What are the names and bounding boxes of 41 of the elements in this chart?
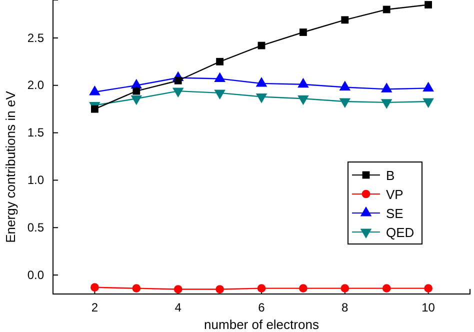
- point: [382, 284, 391, 292]
- point: [132, 284, 141, 292]
- point: [340, 284, 350, 292]
- point: [380, 82, 392, 92]
- point: [424, 1, 432, 8]
- x-tick-label: 10: [422, 300, 436, 315]
- point: [214, 72, 226, 82]
- point: [174, 76, 182, 84]
- point: [424, 284, 432, 292]
- point: [89, 85, 100, 96]
- y-tick-label: 1.5: [27, 126, 44, 140]
- legend-label: VP: [386, 187, 404, 202]
- point: [90, 105, 98, 113]
- legend-label: QED: [386, 225, 414, 240]
- point: [341, 16, 349, 24]
- y-tick-label: 2.5: [27, 30, 44, 45]
- y-tick-label: 1.0: [27, 173, 44, 188]
- point: [257, 284, 266, 292]
- legend-label: B: [386, 168, 395, 183]
- legend-label: SE: [386, 206, 404, 221]
- point: [382, 6, 390, 14]
- y-tick-label: 2.0: [27, 78, 44, 92]
- point: [174, 285, 182, 294]
- point: [299, 28, 307, 36]
- point: [216, 285, 224, 294]
- x-tick-label: 2: [91, 300, 98, 315]
- point: [339, 80, 351, 91]
- x-tick-label: 4: [174, 300, 182, 315]
- point: [256, 76, 268, 87]
- x-tick-label: 8: [342, 300, 349, 315]
- y-tick-label: 0.5: [27, 220, 44, 234]
- point: [422, 82, 434, 92]
- x-tick-label: 6: [258, 300, 266, 315]
- point: [216, 58, 224, 66]
- y-axis-title: Energy contributions in eV: [3, 90, 18, 243]
- point: [90, 283, 99, 292]
- x-axis-title: number of electrons: [204, 317, 320, 332]
- y-tick-label: 0.0: [27, 268, 44, 282]
- point: [299, 284, 308, 292]
- point: [298, 78, 309, 88]
- point: [132, 87, 140, 95]
